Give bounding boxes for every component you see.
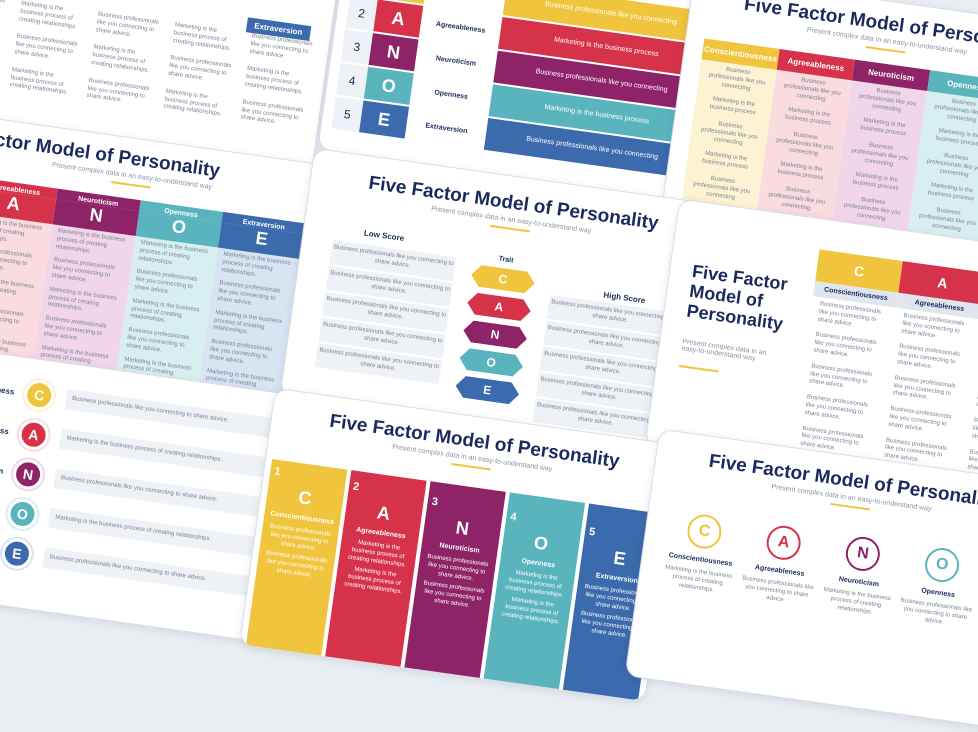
trait-circle: A (764, 523, 803, 562)
column-letter: N (454, 517, 471, 539)
title-underline (830, 502, 871, 511)
low-score-label: Low Score (363, 228, 405, 244)
column-letter: A (375, 502, 392, 524)
trait-name: Agreeableness (435, 20, 486, 35)
title-underline (110, 180, 151, 189)
grid-cell: Business professionals like you connecti… (13, 33, 78, 61)
trait-text: Marketing is the business process of cre… (664, 564, 733, 594)
slide-subtitle: Present complex data in an easy-to-under… (680, 338, 767, 363)
trait-circle: C (685, 512, 724, 551)
grid-cell: Marketing is the business process of cre… (90, 44, 150, 75)
trait-circle: C (22, 378, 57, 413)
trait-item: C Conscientiousness Marketing is the busin… (658, 510, 744, 598)
grid-cell: Business professionals like you connecti… (95, 11, 160, 38)
trait-name: Agreeableness (0, 418, 10, 436)
grid-cell: Business professionals like you connecti… (0, 0, 12, 22)
trait-circle: O (5, 497, 40, 531)
title-underline (451, 462, 491, 471)
column-letter: O (532, 532, 550, 555)
trait-name: Neuroticism (435, 54, 477, 68)
trait-circle: E (0, 536, 34, 571)
trait-arrow: O (458, 347, 524, 378)
trait-name: Conscientiousness (425, 0, 505, 3)
trait-item: N Neuroticism Marketing is the business pr… (817, 532, 903, 620)
trait-letter: A (373, 0, 424, 38)
trait-circle: N (11, 457, 46, 492)
trait-circle: O (922, 545, 962, 585)
grid-cell: Marketing is the business process of cre… (0, 23, 7, 56)
grid-cell: Business professionals like you connecti… (86, 77, 150, 104)
trait-text: Business professionals like you connecti… (741, 575, 815, 604)
grid-cell: Business professionals like you connecti… (239, 99, 304, 126)
grid-cell: Business professionals like you connecti… (0, 56, 2, 89)
grid-cell: Business professionals like you connecti… (167, 55, 232, 82)
column-letter: C (297, 487, 313, 509)
trait-name: Extraversion (424, 121, 468, 135)
title-underline (678, 364, 719, 373)
grid-cell: Marketing is the business process of cre… (9, 66, 68, 97)
trait-circle: A (16, 417, 51, 452)
trait-letter: O (363, 66, 414, 105)
trait-letter: N (368, 33, 419, 72)
trait-label: Trait (498, 255, 514, 265)
trait-item: A Agreeableness Business professionals lik… (737, 521, 823, 609)
trait-text: Marketing is the business process of cre… (823, 586, 892, 616)
slide-title: Five Factor Model of Personality (685, 260, 789, 334)
trait-circle: N (843, 534, 883, 574)
trait-text: Business professionals like you connecti… (900, 597, 973, 626)
trait-arrow: C (470, 264, 536, 295)
trait-name: Conscientiousness (0, 377, 16, 397)
slide-columns[interactable]: Five Factor Model of Personality Present … (238, 387, 682, 703)
columns: 1 C Conscientiousness Business professional… (245, 459, 665, 701)
slide-outline-circles[interactable]: Five Factor Model of Personality Present … (624, 428, 978, 732)
grid-cell: Marketing is the business process of cre… (244, 66, 304, 96)
trait-name: Neuroticism (0, 460, 4, 476)
title-underline (865, 45, 906, 54)
trait-arrow: A (466, 292, 532, 323)
trait-arrow: E (454, 375, 520, 406)
trait-arrow: N (462, 319, 528, 350)
grid-cell: Marketing is the business process of cre… (18, 0, 78, 31)
trait-letter: E (359, 100, 410, 139)
grid-cell: Marketing is the business process of cre… (163, 88, 222, 118)
trait-item: O Openness Business professionals like you… (896, 543, 978, 631)
grid-cell: Marketing is the business process of cre… (172, 22, 231, 52)
title-underline (490, 224, 530, 233)
trait-name: Openness (433, 88, 469, 101)
